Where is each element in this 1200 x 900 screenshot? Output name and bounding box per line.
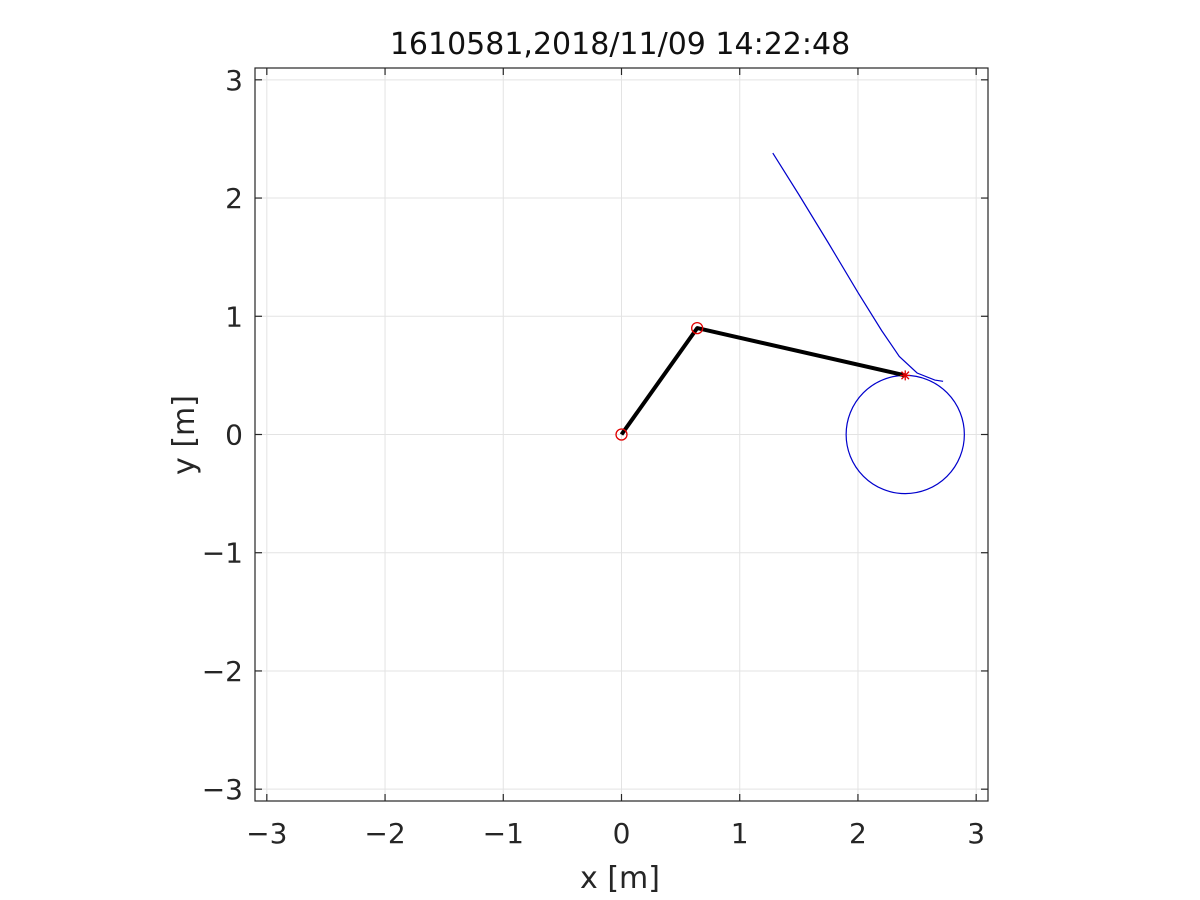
y-tick-label: −1 <box>202 537 243 570</box>
x-tick-label: 1 <box>731 817 749 850</box>
y-tick-label: 0 <box>225 419 243 452</box>
tick-labels: −3 −2 −1 0 1 2 3 −3 −2 −1 0 1 2 3 <box>202 64 985 850</box>
chart-title: 1610581,2018/11/09 14:22:48 <box>390 27 850 62</box>
end-effector-stroke <box>901 371 910 380</box>
robot-arm-links <box>619 326 906 436</box>
joint-marker <box>691 321 704 335</box>
y-tick-label: 2 <box>225 182 243 215</box>
x-tick-label: −1 <box>483 817 524 850</box>
y-tick-label: −3 <box>202 773 243 806</box>
joint-marker <box>615 428 628 441</box>
x-tick-label: 2 <box>849 817 867 850</box>
y-axis-label: y [m] <box>167 395 202 475</box>
end-effector-marker <box>900 370 911 381</box>
x-tick-label: 0 <box>613 817 631 850</box>
y-tick-label: 3 <box>225 64 243 97</box>
x-tick-label: −2 <box>364 817 405 850</box>
y-tick-label: −2 <box>202 655 243 688</box>
tick-marks <box>255 68 988 801</box>
trajectory-line <box>772 152 944 382</box>
y-tick-label: 1 <box>225 300 243 333</box>
x-axis-label: x [m] <box>580 861 660 896</box>
x-tick-label: 3 <box>967 817 985 850</box>
x-tick-label: −3 <box>246 817 287 850</box>
plot-area <box>615 152 965 495</box>
